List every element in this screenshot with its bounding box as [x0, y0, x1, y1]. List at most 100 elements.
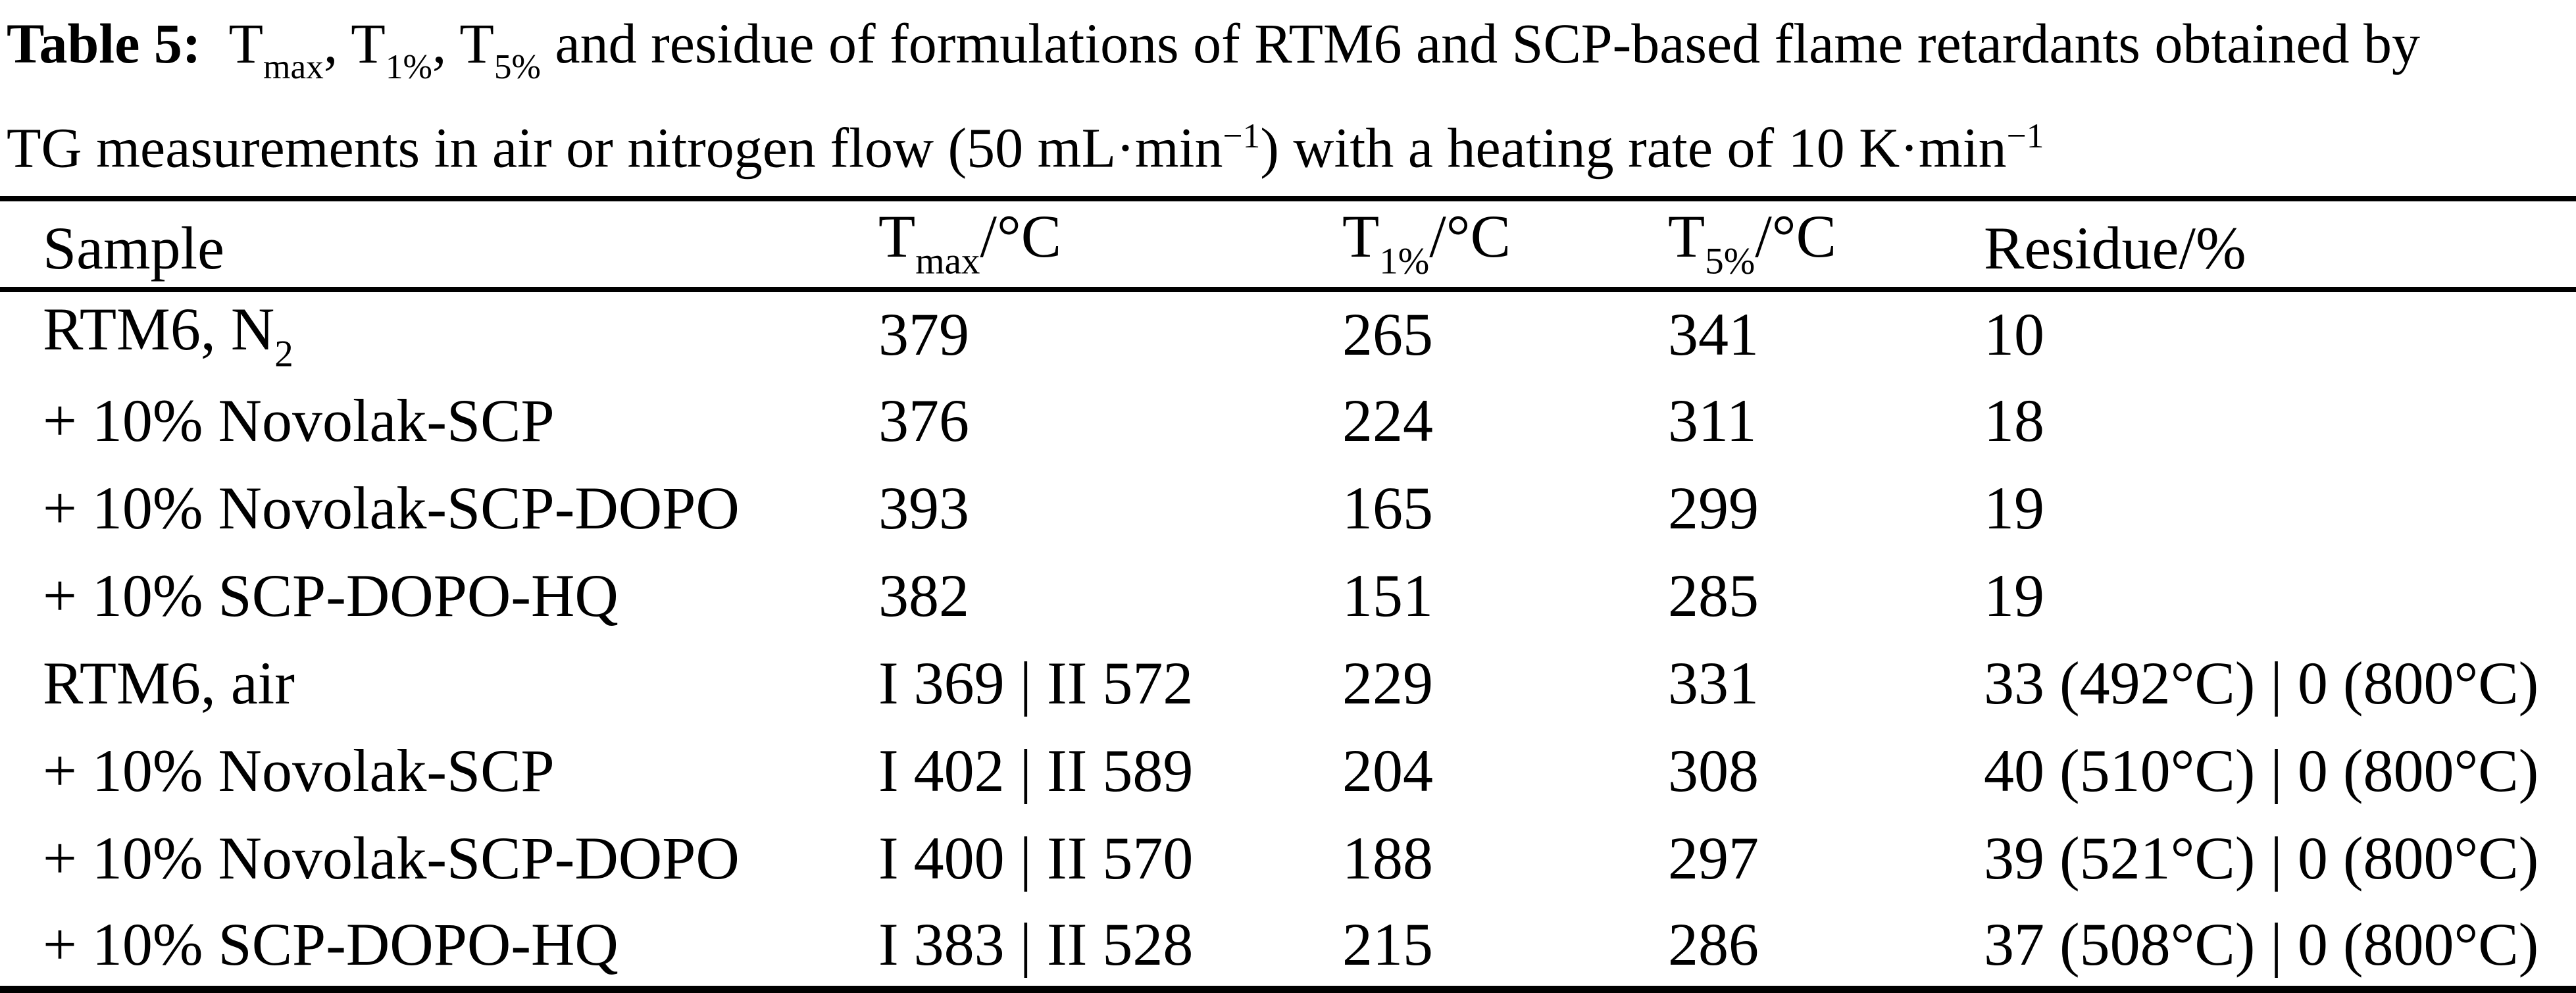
- text-segment: + 10% SCP-DOPO-HQ: [43, 910, 619, 978]
- table-cell: + 10% Novolak-SCP: [0, 727, 836, 815]
- table-cell: + 10% SCP-DOPO-HQ: [0, 552, 836, 640]
- text-segment: I 400 | II 570: [878, 825, 1194, 892]
- table-cell: 229: [1300, 640, 1625, 727]
- text-segment: + 10% SCP-DOPO-HQ: [43, 562, 619, 630]
- subscript: 5%: [493, 46, 541, 86]
- table-cell: 39 (521°C) | 0 (800°C): [1941, 815, 2576, 902]
- table-cell: I 369 | II 572: [836, 640, 1300, 727]
- table-cell: 265: [1300, 290, 1625, 377]
- table-cell: 331: [1625, 640, 1941, 727]
- table-cell: 308: [1625, 727, 1941, 815]
- subscript: 5%: [1705, 240, 1755, 282]
- table-cell: + 10% Novolak-SCP-DOPO: [0, 815, 836, 902]
- table-cell: + 10% Novolak-SCP: [0, 377, 836, 465]
- text-segment: T: [228, 12, 264, 75]
- table-header: Sample Tmax/°C T1%/°C T5%/°C Residue/%: [0, 199, 2576, 290]
- text-segment: , T: [432, 12, 494, 75]
- table-cell: 299: [1625, 465, 1941, 552]
- text-segment: 265: [1342, 301, 1433, 369]
- text-segment: 379: [878, 301, 969, 369]
- table-cell: 376: [836, 377, 1300, 465]
- table-cell: 33 (492°C) | 0 (800°C): [1941, 640, 2576, 727]
- text-segment: + 10% Novolak-SCP-DOPO: [43, 825, 740, 892]
- text-segment: + 10% Novolak-SCP: [43, 387, 555, 455]
- table-cell: I 402 | II 589: [836, 727, 1300, 815]
- subscript: max: [263, 46, 324, 86]
- text-segment: 393: [878, 474, 969, 542]
- text-segment: 331: [1668, 649, 1759, 717]
- table-row: + 10% Novolak-SCP I 402 | II 589 204 308 40 …: [0, 727, 2576, 815]
- table-row: + 10% SCP-DOPO-HQ 382 151 285 19: [0, 552, 2576, 640]
- table-cell: 311: [1625, 377, 1941, 465]
- text-segment: 224: [1342, 387, 1433, 455]
- text-segment: 33 (492°C) | 0 (800°C): [1984, 649, 2539, 717]
- table-cell: 393: [836, 465, 1300, 552]
- text-segment: TG measurements in air or nitrogen flow …: [7, 116, 1223, 180]
- table-cell: + 10% SCP-DOPO-HQ: [0, 902, 836, 990]
- table-row: RTM6, N2 379 265 341 10: [0, 290, 2576, 377]
- text-segment: 151: [1342, 562, 1433, 630]
- text-segment: 229: [1342, 649, 1433, 717]
- column-header-tmax: Tmax/°C: [836, 199, 1300, 290]
- subscript: 1%: [385, 46, 432, 86]
- text-segment: Sample: [43, 214, 224, 282]
- table-cell: 37 (508°C) | 0 (800°C): [1941, 902, 2576, 990]
- table-cell: 341: [1625, 290, 1941, 377]
- text-segment: 19: [1984, 474, 2044, 542]
- table-cell: RTM6, N2: [0, 290, 836, 377]
- header-row: Sample Tmax/°C T1%/°C T5%/°C Residue/%: [0, 199, 2576, 290]
- table-cell: 215: [1300, 902, 1625, 990]
- table-cell: 165: [1300, 465, 1625, 552]
- table-cell: 151: [1300, 552, 1625, 640]
- table-row: + 10% SCP-DOPO-HQ I 383 | II 528 215 286 37 …: [0, 902, 2576, 990]
- text-segment: 311: [1668, 387, 1757, 455]
- text-segment: 285: [1668, 562, 1759, 630]
- text-segment: 297: [1668, 825, 1759, 892]
- text-segment: I 369 | II 572: [878, 649, 1194, 717]
- table-cell: 286: [1625, 902, 1941, 990]
- text-segment: and residue of formulations of RTM6 and …: [540, 12, 2421, 75]
- text-segment: 40 (510°C) | 0 (800°C): [1984, 737, 2539, 805]
- text-segment: /°C: [980, 203, 1062, 270]
- text-segment: 215: [1342, 910, 1433, 978]
- table-body: RTM6, N2 379 265 341 10 + 10% Novolak-SCP 376 2…: [0, 290, 2576, 990]
- table-cell: I 383 | II 528: [836, 902, 1300, 990]
- text-segment: 19: [1984, 562, 2044, 630]
- caption-line-1: Table 5: Tmax, T1%, T5% and residue of fo…: [7, 9, 2576, 101]
- text-segment: 39 (521°C) | 0 (800°C): [1984, 825, 2539, 892]
- superscript: −1: [1223, 115, 1261, 155]
- table-cell: 19: [1941, 552, 2576, 640]
- text-segment: T: [1342, 203, 1380, 270]
- table-cell: 10: [1941, 290, 2576, 377]
- table-cell: 297: [1625, 815, 1941, 902]
- table-cell: 19: [1941, 465, 2576, 552]
- subscript: 1%: [1379, 240, 1430, 282]
- text-segment: T: [1668, 203, 1705, 270]
- text-segment: /°C: [1755, 203, 1836, 270]
- table-caption: Table 5: Tmax, T1%, T5% and residue of fo…: [0, 0, 2576, 182]
- text-segment: 308: [1668, 737, 1759, 805]
- text-segment: 376: [878, 387, 969, 455]
- text-segment: /°C: [1429, 203, 1511, 270]
- table-cell: 382: [836, 552, 1300, 640]
- text-segment: I 383 | II 528: [878, 910, 1194, 978]
- text-segment: + 10% Novolak-SCP: [43, 737, 555, 805]
- table-cell: 18: [1941, 377, 2576, 465]
- text-segment: 37 (508°C) | 0 (800°C): [1984, 910, 2539, 978]
- text-segment: RTM6, N: [43, 295, 275, 363]
- column-header-residue: Residue/%: [1941, 199, 2576, 290]
- text-segment: Residue/%: [1984, 214, 2246, 282]
- table-cell: 188: [1300, 815, 1625, 902]
- table-cell: I 400 | II 570: [836, 815, 1300, 902]
- subscript: max: [915, 240, 980, 282]
- table-cell: 204: [1300, 727, 1625, 815]
- table-cell: + 10% Novolak-SCP-DOPO: [0, 465, 836, 552]
- text-segment: RTM6, air: [43, 649, 295, 717]
- column-header-t1: T1%/°C: [1300, 199, 1625, 290]
- table-cell: 285: [1625, 552, 1941, 640]
- table-row: + 10% Novolak-SCP-DOPO 393 165 299 19: [0, 465, 2576, 552]
- table-row: RTM6, air I 369 | II 572 229 331 33 (492°C) …: [0, 640, 2576, 727]
- text-segment: 188: [1342, 825, 1433, 892]
- text-segment: 10: [1984, 301, 2044, 369]
- text-segment: 165: [1342, 474, 1433, 542]
